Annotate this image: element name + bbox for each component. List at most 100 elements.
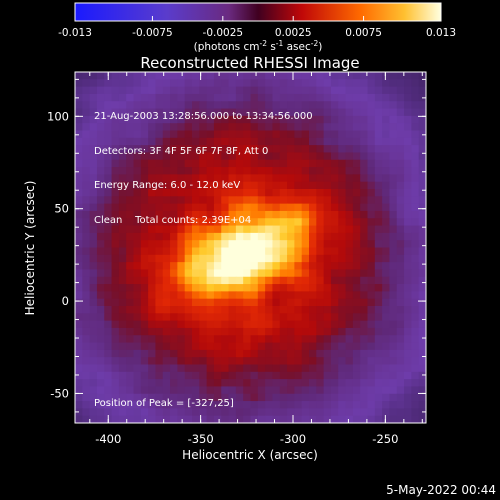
heatmap-cell bbox=[155, 152, 164, 161]
heatmap-cell bbox=[133, 72, 142, 80]
heatmap-cell bbox=[265, 115, 274, 124]
heatmap-cell bbox=[118, 393, 127, 402]
heatmap-cell bbox=[279, 276, 288, 285]
heatmap-cell bbox=[323, 291, 332, 300]
heatmap-cell bbox=[382, 240, 391, 249]
heatmap-cell bbox=[352, 357, 361, 366]
heatmap-cell bbox=[177, 364, 186, 373]
heatmap-cell bbox=[382, 108, 391, 117]
heatmap-cell bbox=[367, 284, 376, 292]
heatmap-cell bbox=[360, 298, 369, 307]
heatmap-cell bbox=[338, 276, 347, 285]
heatmap-cell bbox=[287, 401, 295, 409]
heatmap-cell bbox=[272, 313, 281, 322]
heatmap-cell bbox=[360, 86, 369, 95]
heatmap-cell bbox=[352, 379, 361, 388]
heatmap-cell bbox=[279, 262, 288, 271]
heatmap-cell bbox=[118, 306, 127, 314]
heatmap-cell bbox=[330, 123, 339, 132]
heatmap-cell bbox=[301, 327, 310, 336]
heatmap-cell bbox=[330, 415, 339, 423]
heatmap-cell bbox=[133, 247, 142, 256]
heatmap-cell bbox=[184, 276, 193, 285]
heatmap-cell bbox=[184, 130, 193, 139]
heatmap-cell bbox=[287, 254, 295, 263]
heatmap-cell bbox=[265, 254, 274, 263]
heatmap-cell bbox=[367, 313, 376, 322]
heatmap-cell bbox=[148, 145, 157, 154]
heatmap-cell bbox=[228, 357, 237, 366]
heatmap-cell bbox=[360, 159, 369, 168]
heatmap-cell bbox=[294, 152, 303, 161]
heatmap-cell bbox=[228, 79, 237, 88]
heatmap-cell bbox=[367, 306, 376, 314]
heatmap-cell bbox=[89, 189, 98, 197]
heatmap-cell bbox=[213, 342, 222, 351]
heatmap-cell bbox=[352, 320, 361, 329]
heatmap-cell bbox=[367, 415, 376, 423]
heatmap-cell bbox=[243, 181, 252, 190]
heatmap-cell bbox=[360, 210, 369, 219]
heatmap-cell bbox=[309, 349, 317, 358]
heatmap-cell bbox=[374, 203, 383, 212]
heatmap-cell bbox=[382, 225, 391, 234]
heatmap-cell bbox=[301, 240, 310, 249]
heatmap-cell bbox=[89, 349, 98, 358]
heatmap-cell bbox=[396, 123, 405, 132]
heatmap-cell bbox=[287, 108, 295, 117]
heatmap-cell bbox=[162, 254, 171, 263]
heatmap-cell bbox=[155, 232, 164, 241]
heatmap-cell bbox=[155, 167, 164, 175]
heatmap-cell bbox=[155, 379, 164, 388]
heatmap-cell bbox=[404, 108, 412, 117]
heatmap-cell bbox=[352, 232, 361, 241]
heatmap-cell bbox=[396, 306, 405, 314]
heatmap-cell bbox=[294, 218, 303, 227]
heatmap-cell bbox=[228, 210, 237, 219]
heatmap-cell bbox=[309, 269, 317, 278]
heatmap-cell bbox=[162, 342, 171, 351]
heatmap-cell bbox=[374, 320, 383, 329]
heatmap-cell bbox=[148, 320, 157, 329]
heatmap-cell bbox=[352, 137, 361, 146]
heatmap-cell bbox=[404, 393, 412, 402]
heatmap-cell bbox=[235, 115, 244, 124]
heatmap-cell bbox=[235, 247, 244, 256]
heatmap-cell bbox=[389, 298, 398, 307]
heatmap-cell bbox=[272, 145, 281, 154]
heatmap-cell bbox=[89, 145, 98, 154]
heatmap-cell bbox=[140, 342, 149, 351]
heatmap-cell bbox=[177, 145, 186, 154]
heatmap-cell bbox=[82, 189, 91, 197]
heatmap-cell bbox=[374, 174, 383, 183]
heatmap-cell bbox=[111, 342, 120, 351]
heatmap-cell bbox=[199, 247, 208, 256]
heatmap-cell bbox=[228, 123, 237, 132]
heatmap-cell bbox=[126, 79, 135, 88]
heatmap-cell bbox=[323, 130, 332, 139]
heatmap-cell bbox=[213, 203, 222, 212]
heatmap-cell bbox=[162, 93, 171, 102]
heatmap-cell bbox=[374, 335, 383, 344]
heatmap-cell bbox=[279, 123, 288, 132]
heatmap-cell bbox=[111, 232, 120, 241]
heatmap-cell bbox=[89, 86, 98, 95]
heatmap-cell bbox=[338, 130, 347, 139]
heatmap-cell bbox=[287, 262, 295, 271]
heatmap-cell bbox=[389, 393, 398, 402]
heatmap-cell bbox=[396, 174, 405, 183]
heatmap-cell bbox=[330, 181, 339, 190]
heatmap-cell bbox=[309, 401, 317, 409]
heatmap-cell bbox=[82, 174, 91, 183]
heatmap-cell bbox=[228, 203, 237, 212]
heatmap-cell bbox=[206, 101, 215, 110]
heatmap-cell bbox=[389, 335, 398, 344]
heatmap-cell bbox=[411, 247, 420, 256]
heatmap-cell bbox=[374, 415, 383, 423]
heatmap-cell bbox=[301, 262, 310, 271]
heatmap-cell bbox=[265, 349, 274, 358]
heatmap-cell bbox=[294, 313, 303, 322]
heatmap-cell bbox=[389, 108, 398, 117]
heatmap-cell bbox=[382, 291, 391, 300]
heatmap-cell bbox=[140, 93, 149, 102]
